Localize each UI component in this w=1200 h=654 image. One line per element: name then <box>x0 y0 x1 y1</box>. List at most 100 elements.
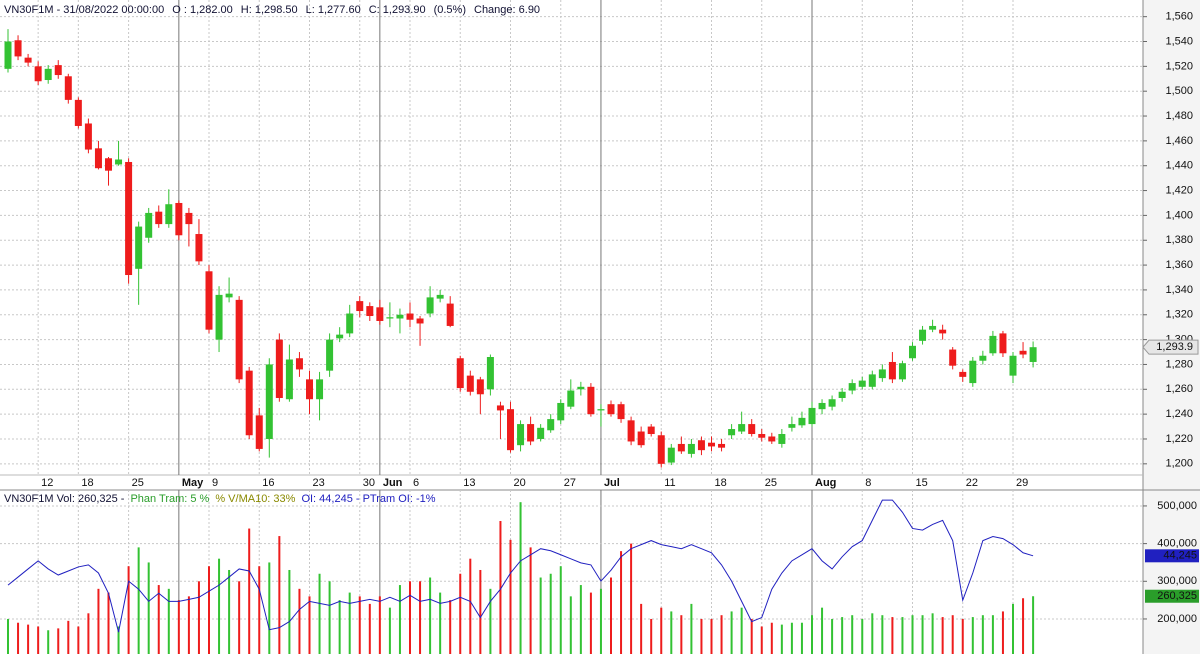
volume-tag: 260,325 <box>1157 590 1197 602</box>
price-tag: 1,293.9 <box>1156 341 1193 353</box>
volume-bar <box>790 622 793 654</box>
candle-body <box>155 211 163 225</box>
candle-body <box>135 226 143 269</box>
candle-body <box>577 386 585 390</box>
y-tick-label: 1,440 <box>1165 160 1193 172</box>
volume-bar <box>197 581 200 654</box>
volume-bar <box>760 626 763 654</box>
x-tick-label: 15 <box>916 477 928 489</box>
volume-bar <box>811 615 813 654</box>
candle-body <box>697 440 705 451</box>
volume-bar <box>509 539 512 654</box>
x-tick-label: May <box>182 477 204 489</box>
volume-bar <box>378 596 381 654</box>
x-tick-label: 8 <box>865 477 871 489</box>
y-tick-label: 1,460 <box>1165 135 1193 147</box>
y-tick-label: 1,200 <box>1165 458 1193 470</box>
candle-body <box>145 212 153 238</box>
y-tick-label: 1,560 <box>1165 11 1193 23</box>
candle-body <box>667 447 675 463</box>
candle-body <box>436 294 444 299</box>
candle-body <box>1009 355 1017 376</box>
volume-bar <box>228 569 231 654</box>
volume-bar <box>187 596 190 654</box>
header-field: C: 1,293.90 <box>369 4 426 16</box>
candle-body <box>547 419 555 431</box>
volume-bar <box>599 588 602 654</box>
volume-bar <box>680 615 683 654</box>
candle-body <box>939 329 947 334</box>
volume-bar <box>177 600 180 654</box>
header-field: H: 1,298.50 <box>241 4 298 16</box>
x-tick-label: 22 <box>966 477 978 489</box>
y-tick-label: 1,280 <box>1165 358 1193 370</box>
volume-bar <box>1012 603 1014 654</box>
candle-body <box>94 148 102 169</box>
volume-bar <box>881 615 884 654</box>
x-tick-label: 23 <box>313 477 325 489</box>
volume-bar <box>1032 596 1035 654</box>
candle-body <box>265 364 273 439</box>
volume-bar <box>911 615 914 654</box>
candle-body <box>426 297 434 314</box>
candle-body <box>868 374 876 387</box>
candle-body <box>245 370 253 436</box>
volume-bar <box>238 581 241 654</box>
volume-bar <box>549 573 552 654</box>
volume-bar <box>991 615 994 654</box>
candle-body <box>406 313 414 320</box>
y-tick-label: 1,360 <box>1165 259 1193 271</box>
header-field: Phan Tram: 5 % <box>130 493 209 505</box>
candle-body <box>798 417 806 426</box>
candle-body <box>818 402 826 410</box>
volume-bar <box>720 615 723 654</box>
volume-bar <box>459 573 462 654</box>
volume-header: VN30F1M Vol: 260,325 - Phan Tram: 5 % % V/… <box>4 493 436 505</box>
volume-bar <box>157 585 160 654</box>
volume-bar <box>388 607 391 654</box>
candle-body <box>466 375 474 392</box>
y-tick-label: 1,500 <box>1165 85 1193 97</box>
candle-body <box>527 424 535 442</box>
candle-body <box>165 204 173 225</box>
candle-body <box>989 335 997 354</box>
volume-bar <box>921 615 924 654</box>
candle-body <box>326 339 334 371</box>
oi-line <box>7 499 1034 633</box>
volume-bar <box>218 558 221 654</box>
candle-body <box>708 442 715 447</box>
candle-body <box>557 402 565 421</box>
candle-body <box>416 318 424 324</box>
x-tick-label: 30 <box>363 477 375 489</box>
candle-body <box>919 329 927 341</box>
candle-body <box>64 76 72 100</box>
volume-bar <box>901 617 904 654</box>
candle-body <box>677 443 685 452</box>
candle-body <box>306 379 313 400</box>
candle-body <box>738 424 746 432</box>
candle-body <box>768 436 776 442</box>
candle-body <box>125 161 133 276</box>
y-tick-label: 1,520 <box>1165 60 1193 72</box>
volume-bar <box>7 618 9 654</box>
volume-bar <box>730 611 733 654</box>
header-field: (0.5%) <box>434 4 466 16</box>
x-tick-label: 16 <box>262 477 274 489</box>
y-tick-label: 1,260 <box>1165 383 1193 395</box>
y-tick-label: 1,340 <box>1165 284 1193 296</box>
volume-bar <box>167 588 170 654</box>
volume-bar <box>841 617 844 654</box>
volume-bar <box>1022 598 1025 654</box>
volume-bar <box>338 600 341 654</box>
volume-bar <box>77 626 80 654</box>
candle-body <box>366 306 374 317</box>
candle-body <box>456 358 464 389</box>
volume-bar <box>891 617 894 654</box>
candle-body <box>567 390 575 407</box>
candle-body <box>446 303 454 326</box>
candle-body <box>336 334 344 339</box>
x-tick-label: 20 <box>514 477 526 489</box>
header-field: % V/MA10: 33% <box>215 493 295 505</box>
y-tick-label: 500,000 <box>1157 500 1197 512</box>
